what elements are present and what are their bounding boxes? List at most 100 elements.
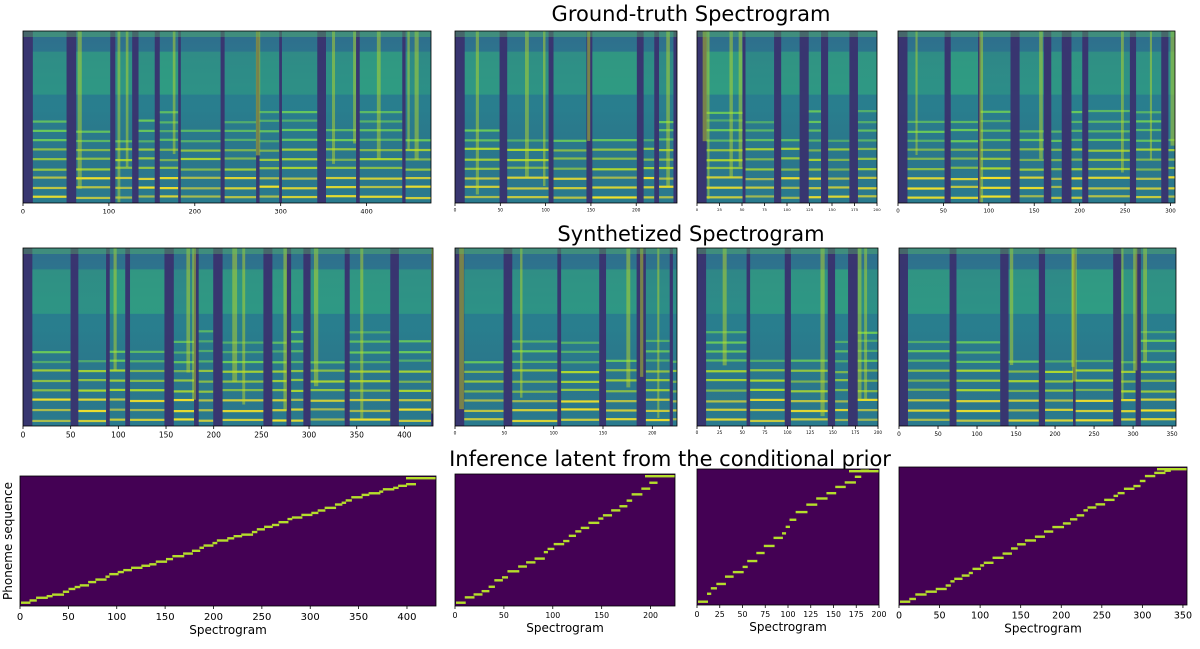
panel-frame bbox=[19, 475, 437, 607]
panel-r1-c4: 0 50 100 150 200 250 300 bbox=[896, 30, 1176, 215]
x-tick-label: 200 bbox=[1050, 432, 1061, 438]
x-tick-label: 150 bbox=[599, 430, 607, 436]
x-tick-label: 150 bbox=[829, 430, 837, 435]
x-tick-label: 125 bbox=[803, 610, 818, 619]
x-tick-label: 0 bbox=[695, 610, 700, 619]
x-tick-label: 200 bbox=[643, 611, 658, 620]
x-tick-label: 150 bbox=[1012, 611, 1030, 622]
x-tick-label: 0 bbox=[896, 611, 902, 622]
x-tick-label: 50 bbox=[740, 430, 746, 435]
panel-frame bbox=[454, 30, 678, 204]
x-tick-label: 0 bbox=[21, 208, 25, 216]
x-axis-label: Spectrogram bbox=[1004, 622, 1082, 636]
x-tick-label: 175 bbox=[849, 610, 864, 619]
x-tick-label: 100 bbox=[783, 207, 791, 212]
x-tick-label: 125 bbox=[806, 430, 814, 435]
x-tick-label: 350 bbox=[1174, 611, 1192, 622]
x-tick-label: 150 bbox=[1011, 432, 1022, 438]
row2-title: Synthetized Spectrogram bbox=[557, 222, 824, 246]
x-tick-label: 400 bbox=[397, 431, 412, 440]
x-tick-label: 50 bbox=[502, 430, 508, 436]
x-tick-label: 25 bbox=[717, 207, 722, 212]
x-tick-label: 250 bbox=[1089, 432, 1100, 438]
x-tick-label: 300 bbox=[274, 208, 286, 216]
x-tick-label: 150 bbox=[1029, 209, 1040, 215]
panel-frame bbox=[454, 247, 678, 427]
x-tick-label: 50 bbox=[66, 431, 76, 440]
x-tick-label: 100 bbox=[971, 611, 989, 622]
x-tick-label: 175 bbox=[851, 430, 859, 435]
x-tick-label: 100 bbox=[984, 209, 995, 215]
x-tick-label: 200 bbox=[204, 612, 223, 623]
x-tick-label: 200 bbox=[874, 430, 882, 435]
x-tick-label: 0 bbox=[896, 209, 900, 215]
x-tick-label: 0 bbox=[453, 611, 458, 620]
panel-frame bbox=[898, 466, 1188, 606]
panel-r2-c4: 0 50 100 150 200 250 300 350 bbox=[897, 247, 1178, 438]
x-tick-label: 250 bbox=[1093, 611, 1111, 622]
x-tick-label: 300 bbox=[1128, 432, 1139, 438]
x-tick-label: 50 bbox=[62, 612, 75, 623]
x-tick-label: 50 bbox=[740, 207, 745, 212]
panel-r3-c3: 0 25 50 75 100 125 150 175 200 Spectrogram bbox=[695, 468, 887, 634]
panel-r3-c2: 0 50 100 150 200 Spectrogram bbox=[453, 473, 676, 635]
panel-frame bbox=[22, 247, 434, 427]
x-tick-label: 350 bbox=[350, 431, 365, 440]
x-tick-label: 100 bbox=[111, 431, 126, 440]
x-tick-label: 150 bbox=[159, 431, 174, 440]
x-tick-label: 0 bbox=[17, 612, 23, 623]
panel-frame bbox=[454, 473, 676, 607]
x-tick-label: 100 bbox=[781, 610, 796, 619]
x-tick-label: 200 bbox=[1074, 209, 1085, 215]
x-tick-label: 250 bbox=[1120, 209, 1131, 215]
x-tick-label: 250 bbox=[254, 431, 269, 440]
panel-r3-c4: 0 50 100 150 200 250 300 350 Spectrogram bbox=[896, 466, 1192, 636]
panel-r1-c1: 0 100 200 300 400 bbox=[21, 30, 432, 216]
row1-title: Ground-truth Spectrogram bbox=[552, 2, 831, 26]
panel-r2-c1: 0 50 100 150 200 250 300 350 400 bbox=[21, 247, 434, 440]
x-tick-label: 150 bbox=[828, 207, 836, 212]
x-tick-label: 0 bbox=[696, 207, 699, 212]
x-tick-label: 300 bbox=[302, 431, 317, 440]
panel-r2-c2: 0 50 100 150 200 bbox=[454, 247, 678, 436]
x-tick-label: 150 bbox=[156, 612, 175, 623]
panel-frame bbox=[898, 247, 1177, 427]
x-tick-label: 125 bbox=[806, 207, 814, 212]
x-tick-label: 200 bbox=[632, 207, 640, 213]
row3-title: Inference latent from the conditional pr… bbox=[449, 447, 891, 471]
x-tick-label: 50 bbox=[940, 209, 947, 215]
x-tick-label: 250 bbox=[252, 612, 271, 623]
x-tick-label: 200 bbox=[1052, 611, 1070, 622]
x-tick-label: 0 bbox=[454, 430, 457, 436]
x-tick-label: 300 bbox=[1165, 209, 1176, 215]
x-tick-label: 100 bbox=[784, 430, 792, 435]
x-tick-label: 100 bbox=[107, 612, 126, 623]
panel-r2-c3: 0 25 50 75 100 125 150 175 200 bbox=[696, 247, 882, 435]
x-tick-label: 300 bbox=[301, 612, 320, 623]
x-tick-label: 200 bbox=[207, 431, 222, 440]
x-tick-label: 200 bbox=[648, 430, 656, 436]
panel-r3-c1: 0 50 100 150 200 250 300 350 400 Spectrogram bbox=[17, 475, 437, 637]
x-axis-label: Spectrogram bbox=[189, 623, 267, 637]
x-tick-label: 50 bbox=[498, 207, 504, 213]
x-tick-label: 400 bbox=[360, 208, 372, 216]
panel-r1-c2: 0 50 100 150 200 bbox=[454, 30, 678, 213]
x-tick-label: 0 bbox=[696, 430, 699, 435]
x-tick-label: 400 bbox=[397, 612, 416, 623]
x-tick-label: 0 bbox=[897, 432, 901, 438]
x-tick-label: 200 bbox=[189, 208, 201, 216]
x-axis-label: Spectrogram bbox=[749, 620, 827, 634]
x-tick-label: 50 bbox=[934, 611, 946, 622]
x-tick-label: 25 bbox=[715, 610, 725, 619]
x-tick-label: 100 bbox=[542, 207, 550, 213]
x-tick-label: 0 bbox=[21, 431, 26, 440]
x-tick-label: 50 bbox=[738, 610, 748, 619]
x-tick-label: 75 bbox=[760, 610, 770, 619]
x-tick-label: 0 bbox=[454, 207, 457, 213]
x-tick-label: 200 bbox=[873, 207, 881, 212]
x-axis-label: Spectrogram bbox=[526, 621, 604, 635]
x-tick-label: 50 bbox=[499, 611, 509, 620]
x-tick-label: 300 bbox=[1133, 611, 1151, 622]
x-tick-label: 200 bbox=[872, 610, 887, 619]
